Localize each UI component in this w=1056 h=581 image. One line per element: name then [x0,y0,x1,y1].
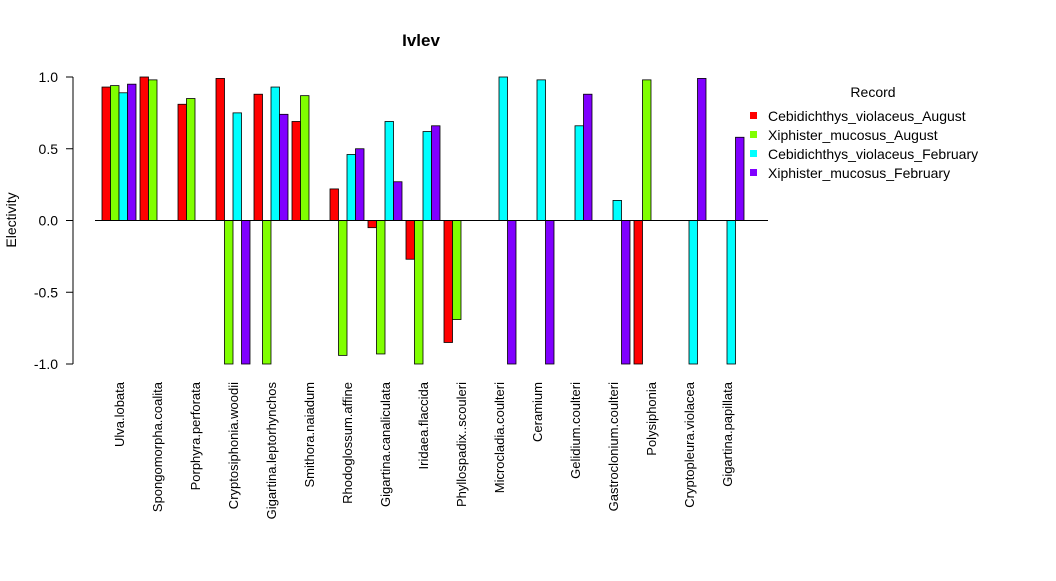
x-tick-label: Ceramium [530,382,545,442]
bar [376,220,386,355]
x-tick-label: Polysiphonia [644,381,659,455]
bar [583,93,593,221]
x-tick-label: Porphyra.perforata [188,381,203,490]
y-tick-label: -0.5 [34,284,58,300]
y-tick-label: -1.0 [34,356,58,372]
x-tick-label: Phyllospadix..scouleri [454,382,469,507]
bar [279,113,289,221]
y-tick-label: 0.0 [39,213,59,229]
bar [127,83,137,221]
bar [346,154,356,221]
x-tick-label: Spongomorpha.coalita [150,381,165,512]
bar [118,92,128,221]
bar [545,220,555,365]
bar [232,112,242,221]
bar [642,79,652,221]
x-tick-label: Cryptosiphonia.woodii [226,382,241,509]
x-tick-label: Gigartina.leptorhynchos [264,382,279,520]
legend-item-label: Xiphister_mucosus_February [768,165,950,181]
bar [384,121,394,221]
x-tick-label: Gelidium.coulteri [568,382,583,479]
x-tick-labels: Ulva.lobata Spongomorpha.coalita Porphyra.… [112,381,735,519]
bar [367,220,377,229]
bar [697,78,707,221]
legend-item-label: Cebidichthys_violaceus_August [768,108,966,124]
bar [422,131,432,221]
bar [177,103,187,221]
y-axis: -1.0 -0.5 0.0 0.5 1.0 [34,69,74,372]
bar [291,121,301,221]
bar [414,220,424,365]
x-tick-label: Cryptopleura.violacea [682,381,697,508]
bar [452,220,462,320]
bar [393,181,403,221]
x-tick-label: Gastroclonium.coulteri [606,382,621,511]
bar [498,76,508,221]
chart-title: Ivlev [402,31,440,50]
bar [253,93,263,221]
x-tick-label: Gigartina.papillata [720,381,735,487]
y-tick-label: 1.0 [39,69,59,85]
x-tick-label: Rhodoglossum.affine [340,382,355,504]
legend-item-label: Cebidichthys_violaceus_February [768,146,978,162]
bar [536,79,546,221]
x-tick-label: Ulva.lobata [112,381,127,447]
bar [688,220,698,365]
bar [262,220,272,365]
bar [507,220,517,365]
bar [735,136,745,221]
legend-swatch [750,131,757,138]
bar [241,220,251,365]
bar [300,95,310,221]
legend-swatch [750,150,757,157]
bar [270,86,280,221]
legend-swatch [750,169,757,176]
x-tick-label: Gigartina.canaliculata [378,381,393,507]
bar [110,85,120,221]
bar [405,220,415,260]
bar [612,200,622,221]
legend-swatch [750,112,757,119]
legend: Record Cebidichthys_violaceus_August Xiph… [750,84,978,181]
bar [621,220,631,365]
bar [355,148,365,221]
bar [101,86,111,221]
bar [186,98,196,221]
legend-item-label: Xiphister_mucosus_August [768,127,938,143]
x-tick-label: Iridaea.flaccida [416,381,431,469]
bar [139,76,149,221]
bar [148,79,158,221]
bar [215,78,225,221]
x-tick-label: Smithora.naiadum [302,382,317,488]
bar [726,220,736,365]
bar [329,188,339,221]
bar [633,220,643,365]
bar [574,125,584,221]
y-tick-label: 0.5 [39,141,59,157]
bar [338,220,348,356]
bar [224,220,234,365]
y-axis-label: Electivity [3,192,19,247]
x-tick-label: Microcladia.coulteri [492,382,507,493]
legend-title: Record [850,84,895,100]
bars [95,76,768,365]
bar [431,125,441,221]
bar [443,220,453,343]
